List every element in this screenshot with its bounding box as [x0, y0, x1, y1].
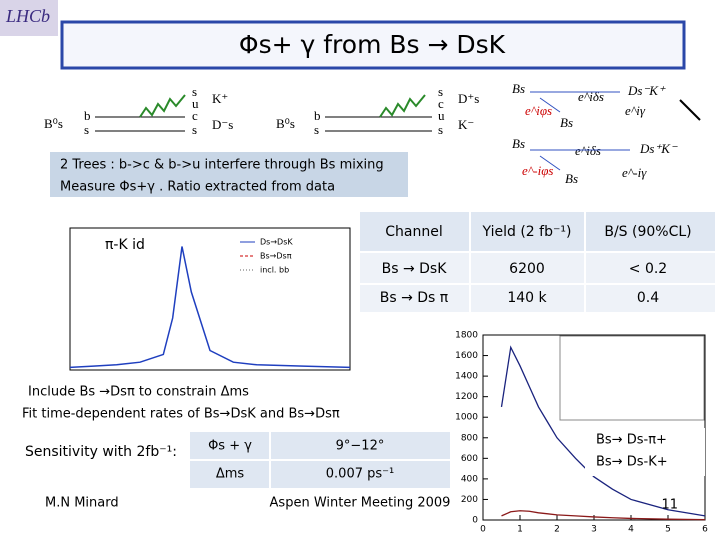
y-tick-label: 1200 — [455, 392, 478, 402]
y-tick-label: 600 — [461, 454, 478, 464]
time-plot-group: 0 200 400 600 800 1000 1200 1400 1600 1800 0 1 2 3 4 5 6 — [455, 331, 708, 535]
title-box — [60, 20, 686, 70]
diagram-label: c — [438, 96, 444, 111]
diagram-label: s — [438, 84, 443, 99]
series-line — [501, 510, 706, 521]
y-tick-label: 1600 — [455, 351, 478, 361]
y-tick-label: 400 — [461, 474, 478, 484]
diagram-label: s — [438, 122, 443, 137]
diagram-label: b — [84, 108, 91, 123]
mass-legend: Ds→DsK Bs→Dsπ incl. bb — [240, 238, 293, 275]
info-box — [50, 152, 408, 197]
table-cell: 0.007 ps⁻¹ — [326, 467, 394, 482]
footer-event: Aspen Winter Meeting 2009 — [270, 496, 451, 511]
quark-diagram-right: B⁰s b s s c u s D⁺s K⁻ — [276, 84, 479, 137]
x-tick-label: 4 — [628, 525, 634, 535]
diagram-label: K⁺ — [212, 91, 228, 106]
amp-label: Ds⁻K⁺ — [627, 83, 666, 98]
info-line: 2 Trees : b->c & b->u interfere through … — [60, 158, 384, 173]
series-line — [500, 345, 706, 517]
diagram-label: s — [192, 84, 197, 99]
amp-label: Bs — [565, 171, 578, 186]
logo-bg — [0, 0, 58, 36]
diagram-label: B⁰s — [276, 116, 295, 131]
y-tick-label: 1800 — [455, 331, 478, 341]
diagram-label: c — [192, 108, 198, 123]
legend-entry: incl. bb — [260, 266, 289, 275]
diagram-label: u — [192, 96, 199, 111]
sensitivity-table: Φs + γ 9°−12° Δms 0.007 ps⁻¹ — [190, 432, 450, 488]
note: Include Bs →Dsπ to constrain Δms — [28, 385, 249, 400]
table-cell: Δms — [216, 467, 245, 482]
amp-label: Bs — [512, 136, 525, 151]
mass-plot-label: π-K id — [105, 237, 145, 253]
table-cell: < 0.2 — [629, 261, 667, 277]
amplitude-diagram: Bs e^iφs Ds⁻K⁺ e^iδs e^iγ Bs Bs e^iδs Ds… — [512, 81, 701, 186]
x-tick-label: 1 — [517, 525, 523, 535]
x-tick-label: 0 — [480, 525, 486, 535]
table-cell: Bs → Ds π — [380, 290, 449, 306]
y-tick-label: 200 — [461, 495, 478, 505]
footer-author: M.N Minard — [45, 496, 119, 511]
diagram-label: u — [438, 108, 445, 123]
diagram-label: D⁺s — [458, 91, 479, 106]
x-tick-label: 2 — [554, 525, 560, 535]
quark-diagram-left: B⁰s b s s u c s K⁺ D⁻s — [44, 84, 233, 137]
diagram-label: D⁻s — [212, 117, 233, 132]
x-tick-label: 6 — [702, 525, 708, 535]
x-tick-label: 5 — [665, 525, 671, 535]
inset — [559, 335, 705, 421]
diagram-label: s — [314, 122, 319, 137]
info-line: Measure Φs+γ . Ratio extracted from data — [60, 180, 335, 195]
diagram-label: b — [314, 108, 321, 123]
y-tick-label: 1400 — [455, 372, 478, 382]
mass-plot-frame — [69, 227, 351, 371]
table-cell: 140 k — [507, 290, 547, 306]
amp-label: e^-iγ — [622, 165, 647, 180]
legend-entry: Bs→ Ds-π+ — [596, 433, 667, 448]
amp-label: Bs — [560, 115, 573, 130]
diagram-label: B⁰s — [44, 116, 63, 131]
diagram-label: K⁻ — [458, 117, 474, 132]
legend-entry: Bs→ Ds-K+ — [596, 455, 668, 470]
y-tick-label: 1000 — [455, 413, 478, 423]
diagram-label: s — [192, 122, 197, 137]
amp-label: Bs — [512, 81, 525, 96]
sensitivity-label: Sensitivity with 2fb⁻¹: — [25, 444, 177, 460]
table-header: Channel — [385, 224, 442, 240]
y-tick-label: 0 — [472, 516, 478, 526]
legend-entry: Bs→Dsπ — [260, 252, 292, 261]
x-tick-label: 3 — [591, 525, 597, 535]
legend-entry: Ds→DsK — [260, 238, 293, 247]
note: Fit time-dependent rates of Bs→DsK and B… — [22, 407, 340, 422]
amp-label: e^-iφs — [522, 163, 553, 178]
table-cell: 0.4 — [637, 290, 659, 306]
page-number: 11 — [661, 498, 678, 513]
yield-table: Channel Yield (2 fb⁻¹) B/S (90%CL) Bs → … — [360, 212, 715, 312]
amp-label: e^iδs — [578, 89, 604, 104]
mass-curve-group — [69, 246, 351, 369]
table-header: B/S (90%CL) — [604, 224, 691, 240]
title: Φs+ γ from Bs → DsK — [239, 30, 506, 59]
amp-label: e^iγ — [625, 103, 646, 118]
amp-label: Ds⁺K⁻ — [639, 141, 678, 156]
table-header: Yield (2 fb⁻¹) — [482, 224, 572, 240]
time-legend-box — [585, 428, 705, 476]
diagram-label: s — [84, 122, 89, 137]
mass-curve — [69, 246, 351, 369]
table-cell: Φs + γ — [208, 439, 252, 454]
table-cell: 9°−12° — [336, 439, 385, 454]
logo: LHCb — [5, 6, 50, 26]
table-cell: 6200 — [509, 261, 545, 277]
table-cell: Bs → DsK — [382, 261, 448, 277]
amp-label: e^iφs — [525, 103, 552, 118]
y-tick-label: 800 — [461, 433, 478, 443]
